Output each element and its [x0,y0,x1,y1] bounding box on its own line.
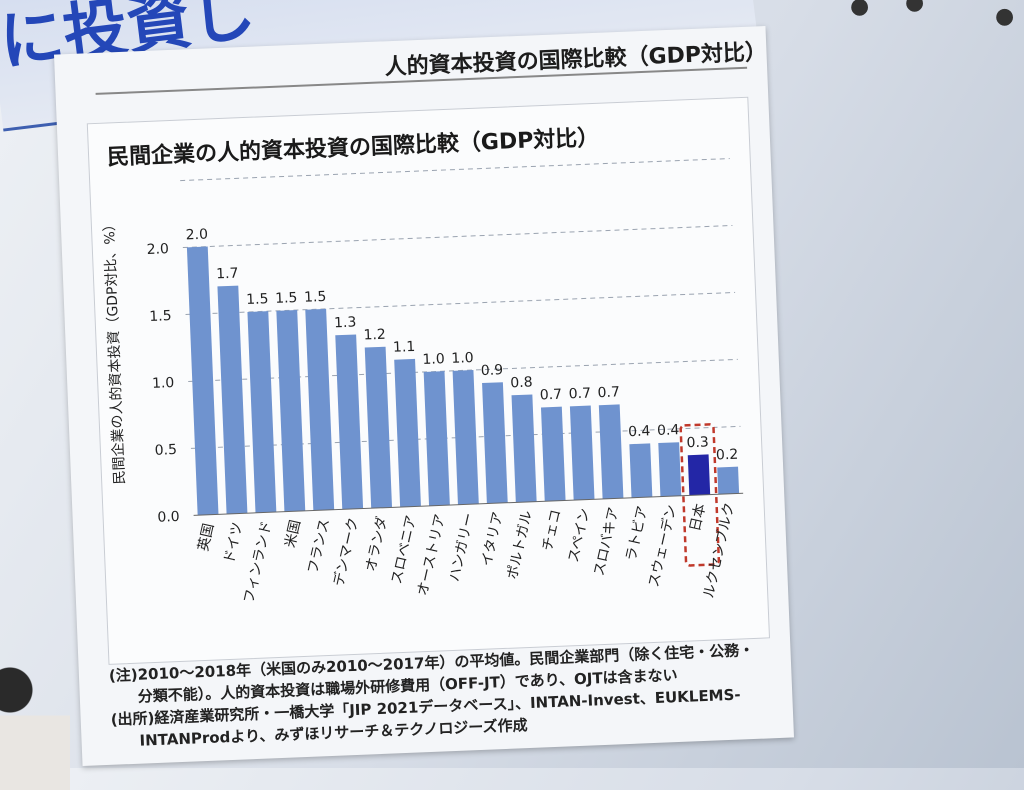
bar-value-label: 0.9 [481,362,504,379]
bar-chart: 民間企業の人的資本投資（GDP対比、%） 0.0 0.5 1.0 1.5 2.0 2.0 英国… [101,158,744,605]
bar-value-label: 0.3 [686,434,709,451]
presenter-silhouette [0,660,70,790]
bar-value-label: 1.1 [393,339,416,356]
bar [717,466,740,495]
category-label: オーストリア [415,513,449,598]
category-label: ラトビア [623,504,651,562]
chart-panel: 人的資本投資の国際比較（GDP対比） 民間企業の人的資本投資の国際比較（GDP対… [53,25,795,767]
bar-value-label: 1.5 [304,289,327,306]
y-axis-label: 民間企業の人的資本投資（GDP対比、%） [101,217,129,485]
decoration-icon: ● [850,0,870,19]
bar-value-label: 0.2 [716,447,739,464]
bar-value-label: 1.0 [451,350,474,367]
bar [511,394,537,503]
bar-value-label: 1.5 [275,290,298,307]
bar-value-label: 0.4 [628,423,651,440]
bar [364,346,393,509]
bar [305,308,335,511]
category-label: オランダ [363,515,391,573]
category-label: フランス [305,517,333,575]
category-label: チェコ [540,508,565,552]
gridline [182,224,733,249]
bar [569,405,595,501]
category-label: ドイツ [221,521,246,565]
bar [629,443,653,498]
bar [452,369,479,505]
bar-value-label: 0.7 [568,386,591,403]
category-label: ポルトガル [505,509,536,581]
chart-box: 民間企業の人的資本投資の国際比較（GDP対比） 民間企業の人的資本投資（GDP対… [86,96,771,665]
bar [276,310,306,512]
bar-value-label: 0.7 [539,387,562,404]
bar-value-label: 2.0 [185,227,208,244]
bar-value-label: 1.5 [246,291,269,308]
decoration-icon: ● [995,4,1015,29]
x-axis-line [193,492,744,516]
category-label: フィンランド [241,520,275,605]
bar [482,382,508,504]
y-tick-label: 0.0 [157,509,180,526]
y-tick-label: 1.0 [152,375,175,392]
gridline [180,158,730,182]
bar [186,246,219,516]
bar-value-label: 1.0 [422,351,445,368]
category-label: スロベニア [389,514,420,586]
bar [540,406,566,502]
highlight-box [679,423,721,567]
category-label: 米国 [282,518,304,549]
category-label: ハンガリー [447,511,478,583]
category-label: イタリア [479,510,507,568]
category-label: スウェーデン [645,503,680,589]
bar-value-label: 1.7 [216,266,239,283]
category-label: 英国 [195,522,218,553]
bar [658,442,682,497]
bar [217,285,248,515]
bar [247,311,277,513]
bar [335,334,364,510]
bar [687,454,711,496]
bar [598,404,624,499]
category-label: デンマーク [330,516,362,588]
bar-value-label: 0.4 [657,422,680,439]
decoration-icon: ● [905,0,925,15]
y-tick-label: 0.5 [154,442,177,459]
bar-value-label: 1.3 [334,314,357,331]
category-label: スペイン [566,507,594,564]
bar-value-label: 0.7 [597,384,620,401]
y-tick-label: 2.0 [146,241,169,258]
y-tick-label: 1.5 [149,308,172,325]
bar [394,358,421,508]
category-label: スロバキア [591,506,622,578]
category-label: 日本 [687,502,709,533]
bar-value-label: 0.8 [510,374,533,391]
bar-value-label: 1.2 [363,327,386,344]
bar [423,371,450,506]
